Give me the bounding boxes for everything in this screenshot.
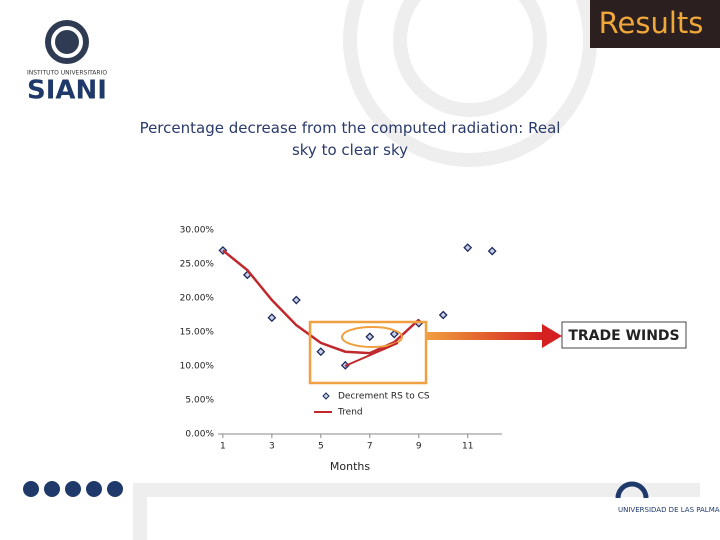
x-tick-label: 5	[318, 442, 324, 452]
legend-label: Trend	[337, 408, 363, 418]
y-tick-label: 10.00%	[180, 362, 215, 372]
highlight-ellipse	[341, 326, 403, 348]
university-logo: UNIVERSIDAD DE LAS PALMAS DE GRAN CANARI…	[615, 481, 720, 514]
annotation-text: TRADE WINDS	[568, 328, 679, 344]
header-box	[590, 0, 720, 48]
y-tick-label: 25.00%	[180, 260, 215, 270]
chart-title: Percentage decrease from the computed ra…	[140, 119, 561, 159]
y-tick-label: 5.00%	[185, 396, 214, 406]
plot: 0.00% 5.00% 10.00% 15.00% 20.00% 25.00% 30.00%…	[180, 226, 687, 473]
highlight-line	[344, 342, 399, 367]
x-tick-label: 1	[220, 442, 226, 452]
x-tick-label: 11	[462, 442, 473, 452]
data-point	[267, 313, 277, 323]
annotation-box	[561, 321, 687, 349]
data-point	[463, 243, 473, 253]
university-name: UNIVERSIDAD DE LAS PALMAS DE GRAN CANARI…	[618, 506, 720, 514]
logo-subtitle: INSTITUTO UNIVERSITARIO	[27, 70, 107, 77]
y-tick-label: 0.00%	[185, 430, 214, 440]
x-axis-label: Months	[330, 460, 370, 473]
data-point	[487, 246, 497, 256]
arrow-shaft	[426, 332, 544, 340]
footer-dots	[23, 481, 123, 497]
data-point	[316, 347, 326, 357]
x-tick-label: 3	[269, 442, 275, 452]
highlight-box	[308, 320, 428, 385]
siani-logo: INSTITUTO UNIVERSITARIO SIANI	[27, 20, 107, 106]
data-point	[365, 332, 375, 342]
data-point	[291, 295, 301, 305]
y-tick-label: 20.00%	[180, 294, 215, 304]
y-tick-label: 30.00%	[180, 226, 215, 236]
arrow-head	[542, 324, 562, 348]
legend-marker	[322, 392, 330, 400]
data-point	[389, 329, 399, 339]
header-title: Results	[599, 6, 704, 40]
x-tick-label: 9	[416, 442, 422, 452]
legend-label: Decrement RS to CS	[338, 392, 430, 402]
logo-name: SIANI	[27, 76, 107, 106]
y-tick-label: 15.00%	[180, 328, 215, 338]
data-point	[438, 310, 448, 320]
x-tick-label: 7	[367, 442, 373, 452]
